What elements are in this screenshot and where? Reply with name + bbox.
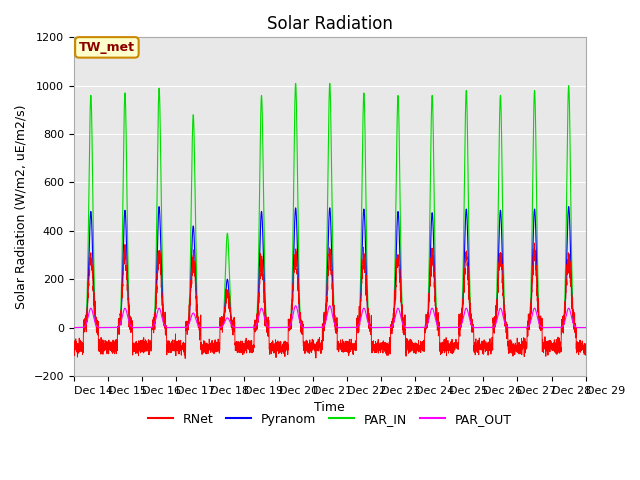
X-axis label: Time: Time <box>314 401 345 414</box>
Title: Solar Radiation: Solar Radiation <box>267 15 393 33</box>
Legend: RNet, Pyranom, PAR_IN, PAR_OUT: RNet, Pyranom, PAR_IN, PAR_OUT <box>143 408 516 431</box>
Y-axis label: Solar Radiation (W/m2, uE/m2/s): Solar Radiation (W/m2, uE/m2/s) <box>15 104 28 309</box>
Text: TW_met: TW_met <box>79 41 135 54</box>
